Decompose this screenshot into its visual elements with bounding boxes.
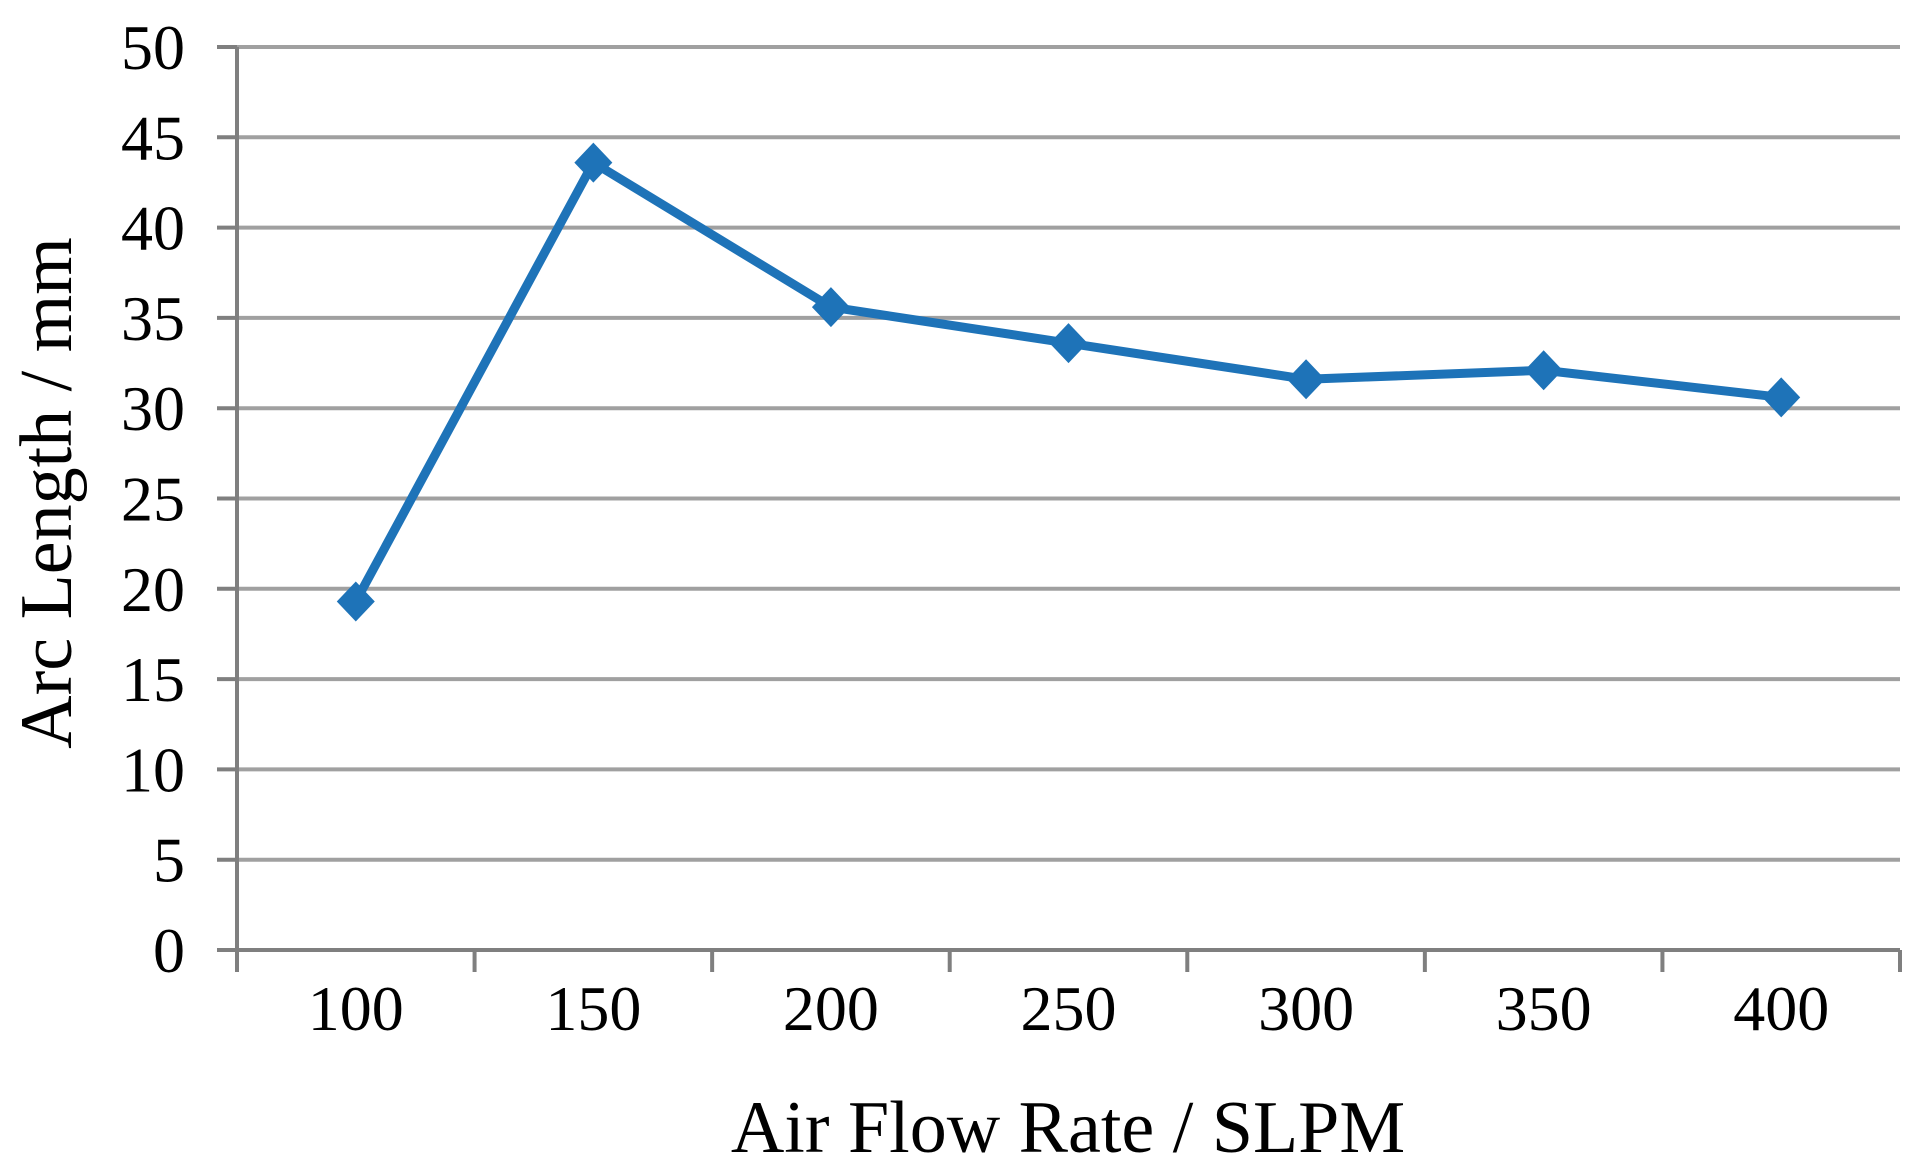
x-tick-label: 200 [783, 973, 879, 1044]
data-point-marker [336, 581, 375, 622]
y-tick-label: 5 [153, 825, 185, 896]
y-tick-label: 10 [121, 734, 185, 805]
data-point-marker [1049, 323, 1088, 364]
x-tick-label: 250 [1021, 973, 1117, 1044]
x-tick-label: 400 [1733, 973, 1829, 1044]
y-axis-title: Arc Length / mm [6, 237, 88, 749]
x-axis-title: Air Flow Rate / SLPM [730, 1087, 1406, 1169]
y-tick-label: 15 [121, 644, 185, 715]
y-tick-label: 40 [121, 193, 185, 264]
data-point-marker [1287, 359, 1326, 400]
y-tick-label: 20 [121, 554, 185, 625]
y-tick-label: 25 [121, 464, 185, 535]
y-tick-label: 35 [121, 283, 185, 354]
x-tick-label: 100 [308, 973, 404, 1044]
x-tick-label: 150 [545, 973, 641, 1044]
data-point-marker [574, 142, 613, 183]
data-point-marker [1762, 377, 1801, 418]
y-tick-label: 50 [121, 12, 185, 83]
y-tick-label: 0 [153, 915, 185, 986]
data-point-marker [811, 287, 850, 328]
y-tick-label: 45 [121, 102, 185, 173]
data-point-marker [1524, 350, 1563, 391]
x-tick-label: 300 [1258, 973, 1354, 1044]
x-tick-label: 350 [1496, 973, 1592, 1044]
y-tick-label: 30 [121, 373, 185, 444]
